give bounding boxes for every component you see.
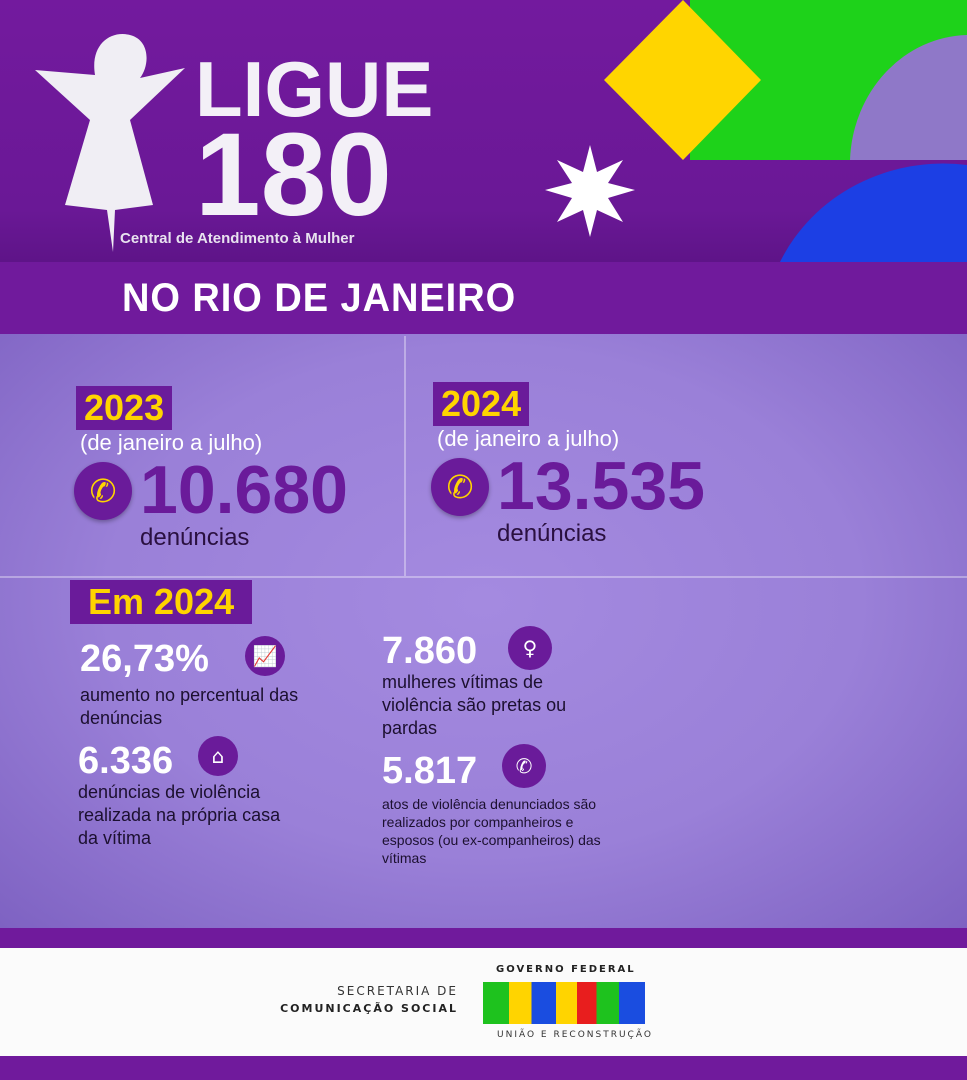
footer-strip bbox=[0, 928, 967, 948]
secretaria-line1: SECRETARIA DE bbox=[337, 984, 458, 998]
em-2024-label: Em 2024 bbox=[70, 580, 253, 624]
page-title: NO RIO DE JANEIRO bbox=[122, 276, 517, 320]
logo-ligue: LIGUE bbox=[195, 45, 434, 133]
star-icon bbox=[545, 145, 635, 237]
stat-women-desc: mulheres vítimas de violência são pretas… bbox=[382, 672, 567, 738]
phone-icon: ✆ bbox=[502, 744, 546, 788]
gov-bottom: UNIÃO E RECONSTRUÇÃO bbox=[497, 1030, 653, 1040]
stat-increase-value: 26,73% bbox=[80, 638, 209, 680]
stat-partner-desc: atos de violência denunciados são realiz… bbox=[382, 796, 601, 866]
house-icon: ⌂ bbox=[198, 736, 238, 776]
brasil-logo bbox=[483, 982, 645, 1024]
lavender-circle bbox=[850, 35, 967, 160]
logo-tagline: Central de Atendimento à Mulher bbox=[120, 230, 355, 247]
bottom-strip bbox=[0, 1056, 967, 1080]
woman-logo-icon bbox=[35, 34, 185, 253]
denuncias-2023-unit: denúncias bbox=[140, 524, 250, 551]
blue-circle bbox=[780, 163, 967, 262]
denuncias-2023-value: 10.680 bbox=[140, 452, 348, 528]
divider-vertical bbox=[404, 336, 406, 576]
stats-panel bbox=[0, 334, 967, 928]
year-2024-label: 2024 bbox=[433, 382, 530, 426]
stat-home-value: 6.336 bbox=[78, 740, 174, 782]
stat-partner-value: 5.817 bbox=[382, 750, 478, 792]
gov-top: GOVERNO FEDERAL bbox=[496, 964, 636, 975]
phone-icon: ✆ bbox=[431, 458, 489, 516]
yellow-diamond bbox=[604, 0, 761, 160]
period-2023: (de janeiro a julho) bbox=[80, 430, 263, 455]
secretaria-line2: COMUNICAÇÃO SOCIAL bbox=[280, 1002, 458, 1015]
stat-women-value: 7.860 bbox=[382, 630, 478, 672]
title-band bbox=[0, 262, 967, 334]
year-2023-label: 2023 bbox=[76, 386, 173, 430]
denuncias-2024-unit: denúncias bbox=[497, 520, 607, 547]
stat-home-desc: denúncias de violência realizada na próp… bbox=[78, 782, 281, 848]
divider-horizontal bbox=[0, 576, 967, 578]
logo-180: 180 bbox=[195, 109, 392, 241]
chart-up-icon: 📈 bbox=[245, 636, 285, 676]
stat-increase-desc: aumento no percentual das denúncias bbox=[80, 685, 299, 728]
phone-icon: ✆ bbox=[74, 462, 132, 520]
brazil-flag-shapes bbox=[545, 0, 967, 262]
period-2024: (de janeiro a julho) bbox=[437, 426, 620, 451]
woman-icon: ♀ bbox=[508, 626, 552, 670]
denuncias-2024-value: 13.535 bbox=[497, 448, 705, 524]
